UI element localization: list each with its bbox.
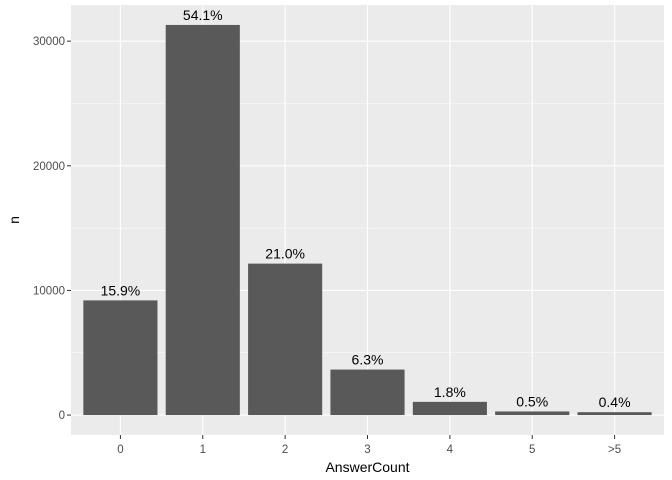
y-tick-label: 30000	[33, 36, 65, 48]
x-tick-label: 1	[200, 444, 206, 456]
data-label-6: 0.4%	[599, 394, 631, 410]
y-tick-label: 0	[59, 410, 65, 422]
data-label-3: 6.3%	[352, 352, 384, 368]
data-label-5: 0.5%	[516, 393, 548, 409]
y-tick-label: 10000	[33, 285, 65, 297]
x-tick-label: >5	[608, 444, 621, 456]
x-tick-label: 4	[447, 444, 454, 456]
y-axis-title: n	[6, 216, 22, 224]
bar-3	[330, 369, 405, 416]
bar-4	[412, 401, 487, 416]
bar-6	[577, 412, 652, 416]
x-tick-label: 2	[282, 444, 288, 456]
y-axis-ticks: 0 10000 20000 30000	[33, 36, 71, 422]
data-labels: 15.9% 54.1% 21.0% 6.3% 1.8% 0.5% 0.4%	[101, 7, 631, 410]
bars	[83, 24, 652, 416]
y-tick-label: 20000	[33, 161, 65, 173]
bar-1	[165, 24, 240, 416]
data-label-2: 21.0%	[265, 246, 305, 262]
bar-5	[495, 411, 570, 416]
bar-0	[83, 300, 158, 416]
data-label-0: 15.9%	[101, 282, 141, 298]
data-label-4: 1.8%	[434, 384, 466, 400]
x-tick-label: 3	[364, 444, 370, 456]
x-axis-ticks: 0 1 2 3 4 5 >5	[117, 435, 621, 456]
data-label-1: 54.1%	[183, 7, 223, 23]
x-axis-title: AnswerCount	[325, 459, 409, 475]
x-tick-label: 0	[117, 444, 123, 456]
bar-2	[248, 263, 323, 416]
x-tick-label: 5	[529, 444, 535, 456]
